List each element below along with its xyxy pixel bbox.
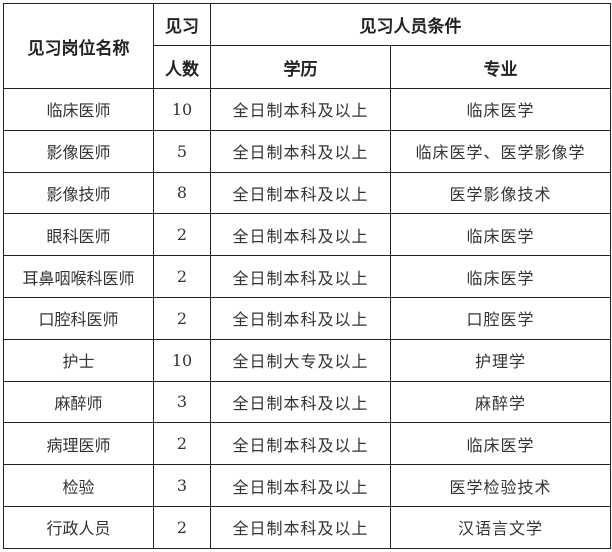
- table-row: 临床医师 10 全日制本科及以上 临床医学: [3, 88, 611, 131]
- cell-education: 全日制大专及以上: [210, 338, 391, 382]
- cell-position: 耳鼻咽喉科医师: [3, 255, 154, 298]
- cell-count: 3: [153, 464, 211, 507]
- cell-position: 临床医师: [3, 88, 154, 131]
- cell-education: 全日制本科及以上: [210, 213, 391, 257]
- cell-position: 护士: [3, 338, 154, 382]
- cell-major: 临床医学: [390, 88, 611, 131]
- cell-education: 全日制本科及以上: [210, 505, 391, 549]
- cell-major: 临床医学: [390, 255, 611, 298]
- cell-count: 8: [153, 171, 211, 215]
- cell-count: 2: [153, 296, 211, 340]
- cell-major: 汉语言文学: [390, 505, 611, 549]
- cell-position: 眼科医师: [3, 213, 154, 257]
- table-row: 行政人员 2 全日制本科及以上 汉语言文学: [3, 505, 611, 549]
- cell-position: 口腔科医师: [3, 296, 154, 340]
- cell-count: 2: [153, 255, 211, 298]
- header-count-line2: 人数: [153, 45, 211, 89]
- cell-education: 全日制本科及以上: [210, 88, 391, 131]
- cell-major: 医学检验技术: [390, 464, 611, 507]
- cell-education: 全日制本科及以上: [210, 422, 391, 466]
- header-major: 专业: [390, 45, 611, 89]
- header-conditions: 见习人员条件: [210, 3, 611, 46]
- table-row: 麻醉师 3 全日制本科及以上 麻醉学: [3, 380, 611, 424]
- cell-major: 口腔医学: [390, 296, 611, 340]
- cell-count: 2: [153, 422, 211, 466]
- cell-education: 全日制本科及以上: [210, 129, 391, 173]
- cell-count: 10: [153, 88, 211, 131]
- cell-major: 临床医学: [390, 422, 611, 466]
- table-row: 影像技师 8 全日制本科及以上 医学影像技术: [3, 171, 611, 215]
- cell-position: 检验: [3, 464, 154, 507]
- table-row: 影像医师 5 全日制本科及以上 临床医学、医学影像学: [3, 129, 611, 173]
- cell-education: 全日制本科及以上: [210, 171, 391, 215]
- cell-position: 行政人员: [3, 505, 154, 549]
- cell-position: 病理医师: [3, 422, 154, 466]
- table-row: 护士 10 全日制大专及以上 护理学: [3, 338, 611, 382]
- cell-count: 2: [153, 505, 211, 549]
- cell-education: 全日制本科及以上: [210, 380, 391, 424]
- cell-position: 影像技师: [3, 171, 154, 215]
- table-row: 病理医师 2 全日制本科及以上 临床医学: [3, 422, 611, 466]
- cell-count: 5: [153, 129, 211, 173]
- cell-position: 影像医师: [3, 129, 154, 173]
- cell-position: 麻醉师: [3, 380, 154, 424]
- table-row: 耳鼻咽喉科医师 2 全日制本科及以上 临床医学: [3, 255, 611, 298]
- cell-major: 护理学: [390, 338, 611, 382]
- cell-major: 临床医学、医学影像学: [390, 129, 611, 173]
- table-row: 眼科医师 2 全日制本科及以上 临床医学: [3, 213, 611, 257]
- header-count-line1: 见习: [153, 3, 211, 46]
- cell-major: 医学影像技术: [390, 171, 611, 215]
- header-position: 见习岗位名称: [3, 3, 154, 89]
- cell-major: 临床医学: [390, 213, 611, 257]
- cell-education: 全日制本科及以上: [210, 464, 391, 507]
- cell-count: 10: [153, 338, 211, 382]
- table-row: 口腔科医师 2 全日制本科及以上 口腔医学: [3, 296, 611, 340]
- cell-major: 麻醉学: [390, 380, 611, 424]
- cell-education: 全日制本科及以上: [210, 296, 391, 340]
- cell-count: 3: [153, 380, 211, 424]
- table-row: 检验 3 全日制本科及以上 医学检验技术: [3, 464, 611, 507]
- internship-table: 见习岗位名称 见习 见习人员条件 人数 学历 专业 临床医师 10 全日制本科及以上…: [3, 3, 611, 549]
- cell-education: 全日制本科及以上: [210, 255, 391, 298]
- header-education: 学历: [210, 45, 391, 89]
- cell-count: 2: [153, 213, 211, 257]
